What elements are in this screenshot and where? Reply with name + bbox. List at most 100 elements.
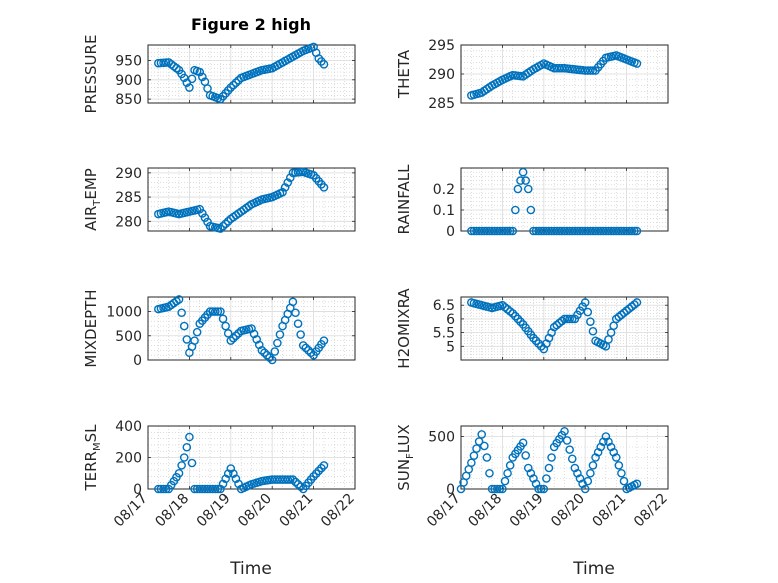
x-tick-label: 08/22 <box>318 491 358 531</box>
data-point <box>231 78 241 87</box>
data-point <box>229 80 238 90</box>
data-point <box>275 330 285 339</box>
data-point <box>278 187 287 197</box>
data-point <box>298 341 308 350</box>
data-point <box>516 317 525 326</box>
data-point <box>317 463 326 473</box>
data-point <box>544 463 554 473</box>
data-point <box>273 338 282 348</box>
data-point <box>293 479 303 489</box>
data-point <box>492 484 502 494</box>
y-axis-label-subscript: T <box>92 199 103 207</box>
axes-box <box>147 167 356 232</box>
data-point <box>622 306 631 316</box>
x-axis-label-left: Time <box>229 559 272 579</box>
y-axis-label-main: AIR <box>82 206 100 231</box>
subplots-grid: 850 900 950 PRESSURE 285 290 295 THETA 280 285 290… <box>82 35 671 531</box>
data-point <box>311 469 321 478</box>
data-point <box>210 307 220 316</box>
data-point <box>479 441 489 451</box>
data-point <box>182 442 192 452</box>
data-point <box>179 321 189 331</box>
data-point <box>580 298 590 307</box>
data-point <box>293 319 303 328</box>
subplot-8: 0 500 08/17 08/18 08/19 08/20 08/21 08/22 SUNFLU… <box>395 424 671 530</box>
data-point <box>267 355 277 365</box>
y-tick-label: 900 <box>115 73 142 89</box>
data-series <box>456 426 642 494</box>
data-point <box>485 468 494 478</box>
subplot-2: 285 290 295 THETA <box>395 38 669 112</box>
data-series <box>154 167 329 233</box>
data-point <box>185 432 194 442</box>
data-point <box>531 336 541 346</box>
subplot-1: 850 900 950 PRESSURE <box>82 35 356 113</box>
data-point <box>319 336 329 345</box>
y-tick-label: 290 <box>115 166 142 182</box>
data-point <box>586 468 595 478</box>
data-point <box>557 316 567 326</box>
data-point <box>291 477 300 487</box>
data-point <box>187 458 197 468</box>
axes-box <box>460 425 669 490</box>
data-series <box>467 298 642 354</box>
y-tick-label: 285 <box>115 190 142 206</box>
data-point <box>306 348 316 358</box>
y-axis-label: TERRMSL <box>82 424 103 492</box>
data-point <box>260 348 269 358</box>
data-point <box>624 304 634 313</box>
data-point <box>498 484 507 494</box>
y-tick-label: 5.5 <box>433 326 455 342</box>
data-point <box>521 451 530 460</box>
plot-area <box>148 297 355 360</box>
data-point <box>542 474 551 483</box>
data-point <box>552 320 562 330</box>
y-tick-label: 6.5 <box>433 298 455 314</box>
x-tick-label: 08/20 <box>548 491 588 531</box>
y-axis-label-main: TERR <box>82 451 100 492</box>
data-point <box>513 314 523 324</box>
subplot-7: 0 200 400 08/17 08/18 08/19 08/20 08/21 08/22 TER… <box>82 419 358 530</box>
data-point <box>567 454 577 464</box>
data-point <box>190 336 199 345</box>
data-point <box>521 176 530 185</box>
axes-box <box>147 296 356 361</box>
data-point <box>539 484 549 494</box>
data-point <box>283 178 293 187</box>
data-point <box>508 309 518 318</box>
data-point <box>560 426 569 436</box>
data-point <box>177 461 186 470</box>
data-point <box>500 302 510 312</box>
data-point <box>469 451 479 460</box>
subplot-4: 0 0.1 0.2 RAINFALL <box>395 164 669 240</box>
data-point <box>549 322 559 332</box>
data-point <box>565 314 574 324</box>
data-point <box>218 221 228 231</box>
data-point <box>632 59 642 68</box>
x-tick-label: 08/20 <box>235 491 275 531</box>
data-point <box>586 66 595 75</box>
data-point <box>195 67 205 77</box>
data-point <box>518 167 528 177</box>
data-point <box>562 436 572 445</box>
data-point <box>265 353 274 362</box>
subplot-5: 0 500 1000 MIXDEPTH <box>82 289 356 369</box>
data-point <box>216 307 225 316</box>
y-tick-label: 500 <box>115 329 142 345</box>
data-point <box>495 484 505 494</box>
data-point <box>218 314 228 324</box>
axes-box <box>147 44 356 104</box>
y-tick-label: 0 <box>133 353 142 369</box>
x-tick-label: 08/18 <box>152 491 192 531</box>
data-point <box>513 184 523 194</box>
data-point <box>210 484 220 494</box>
data-point <box>192 327 202 337</box>
x-axis-label-right: Time <box>572 559 615 579</box>
data-point <box>226 464 236 473</box>
plot-area <box>461 168 668 231</box>
data-point <box>301 343 311 353</box>
y-tick-label: 400 <box>115 419 142 435</box>
subplot-3: 280 285 290 AIRTEMP <box>82 166 356 233</box>
data-point <box>627 226 637 236</box>
